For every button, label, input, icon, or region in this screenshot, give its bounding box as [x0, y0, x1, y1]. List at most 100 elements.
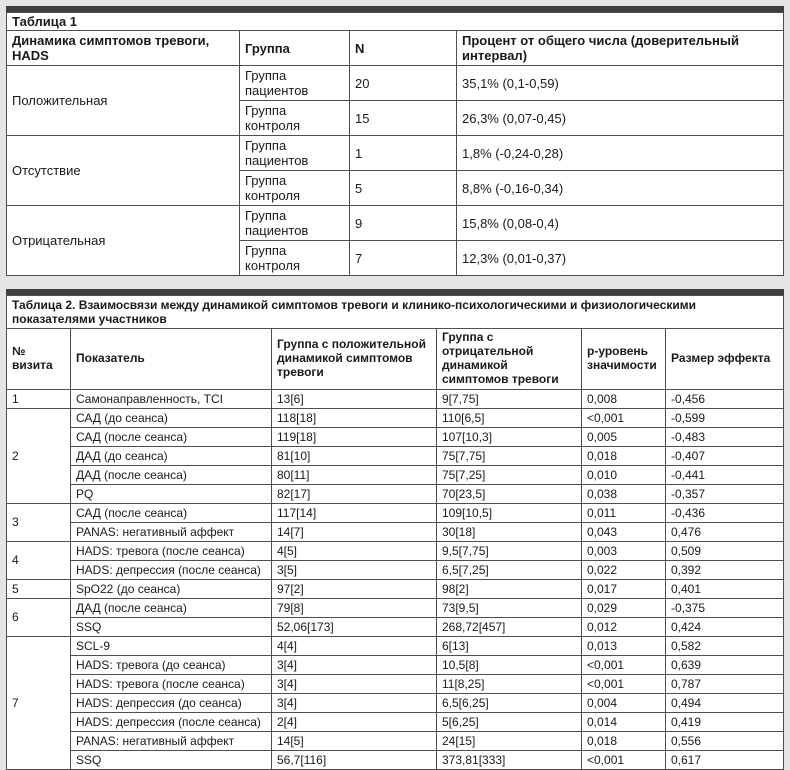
negative-group-value-cell: 9[7,75] — [436, 388, 582, 409]
table1-header-row: Динамика симптомов тревоги, HADS Группа N П… — [6, 30, 784, 66]
visit-number-cell: 3 — [6, 502, 71, 542]
negative-group-value-cell: 24[15] — [436, 730, 582, 751]
effect-size-cell: -0,436 — [665, 502, 784, 523]
positive-group-value-cell: 118[18] — [271, 407, 437, 428]
table2-row: ДАД (до сеанса) 81[10] 75[7,75] 0,018 -0,407 — [7, 445, 784, 466]
table2-header-row: № визита Показатель Группа с положительной… — [6, 328, 784, 390]
negative-group-value-cell: 75[7,75] — [436, 445, 582, 466]
dynamics-label-cell: Отрицательная — [6, 205, 240, 276]
positive-group-value-cell: 52,06[173] — [271, 616, 437, 637]
table2--header-4: p-уровень значимости — [581, 328, 666, 390]
table2-row: 7 SCL-9 4[4] 6[13] 0,013 0,582 — [6, 635, 784, 770]
positive-group-value-cell: 97[2] — [271, 578, 437, 599]
table2-section: Таблица 2. Взаимосвязи между динамикой с… — [6, 289, 784, 770]
table1-row: Отрицательная Группа пациентов 9 15,8% (0,0… — [6, 205, 784, 276]
p-value-cell: 0,013 — [581, 635, 666, 656]
negative-group-value-cell: 70[23,5] — [436, 483, 582, 504]
table2--header-3: Группа с отрицательной динамикой симптом… — [436, 328, 582, 390]
indicator-cell: HADS: депрессия (после сеанса) — [70, 559, 272, 580]
negative-group-value-cell: 110[6,5] — [436, 407, 582, 428]
table2-row: HADS: депрессия (до сеанса) 3[4] 6,5[6,25]… — [7, 692, 784, 713]
indicator-cell: HADS: тревога (до сеанса) — [70, 654, 272, 675]
table2-row: HADS: тревога (до сеанса) 3[4] 10,5[8] <0,0… — [7, 654, 784, 675]
p-value-cell: 0,008 — [581, 388, 666, 409]
anxiety-dynamics-table: Таблица 1 Динамика симптомов тревоги, HA… — [6, 12, 784, 276]
table2-row: 2 САД (до сеанса) 118[18] 110[6,5] <0,001 -0,… — [6, 407, 784, 504]
indicator-cell: HADS: депрессия (до сеанса) — [70, 692, 272, 713]
p-value-cell: 0,029 — [581, 597, 666, 618]
effect-size-cell: 0,509 — [665, 540, 784, 561]
group-cell: Группа пациентов — [239, 205, 350, 241]
visit-number-cell: 2 — [6, 407, 71, 504]
group-cell: Группа пациентов — [239, 65, 350, 101]
negative-group-value-cell: 73[9,5] — [436, 597, 582, 618]
indicator-cell: Самонаправленность, TCI — [70, 388, 272, 409]
visit-number-cell: 7 — [6, 635, 71, 770]
positive-group-value-cell: 3[4] — [271, 692, 437, 713]
negative-group-value-cell: 6,5[7,25] — [436, 559, 582, 580]
p-value-cell: <0,001 — [581, 673, 666, 694]
table2-row: HADS: депрессия (после сеанса) 3[5] 6,5[7,… — [7, 559, 784, 580]
p-value-cell: <0,001 — [581, 654, 666, 675]
visit-number-cell: 4 — [6, 540, 71, 580]
effect-size-cell: -0,599 — [665, 407, 784, 428]
negative-group-value-cell: 109[10,5] — [436, 502, 582, 523]
indicator-cell: САД (после сеанса) — [70, 502, 272, 523]
table2--header-5: Размер эффекта — [665, 328, 784, 390]
indicator-cell: САД (после сеанса) — [70, 426, 272, 447]
group-cell: Группа пациентов — [239, 135, 350, 171]
n-cell: 1 — [349, 135, 457, 171]
p-value-cell: <0,001 — [581, 749, 666, 770]
p-value-cell: 0,014 — [581, 711, 666, 732]
effect-size-cell: -0,483 — [665, 426, 784, 447]
effect-size-cell: -0,441 — [665, 464, 784, 485]
dynamics-label-cell: Отсутствие — [6, 135, 240, 206]
p-value-cell: 0,043 — [581, 521, 666, 542]
indicator-cell: PANAS: негативный аффект — [70, 730, 272, 751]
visit-number-cell: 5 — [6, 578, 71, 599]
p-value-cell: 0,018 — [581, 445, 666, 466]
effect-size-cell: 0,401 — [665, 578, 784, 599]
negative-group-value-cell: 10,5[8] — [436, 654, 582, 675]
correlations-table: Таблица 2. Взаимосвязи между динамикой с… — [6, 294, 784, 770]
indicator-cell: PANAS: негативный аффект — [70, 521, 272, 542]
percent-cell: 35,1% (0,1-0,59) — [456, 65, 784, 101]
table2--header-0: № визита — [6, 328, 71, 390]
positive-group-value-cell: 3[5] — [271, 559, 437, 580]
visit-number-cell: 6 — [6, 597, 71, 637]
table2-title-row: Таблица 2. Взаимосвязи между динамикой с… — [6, 294, 784, 330]
table2-row: HADS: тревога (после сеанса) 3[4] 11[8,25]… — [7, 673, 784, 694]
table1-title-row: Таблица 1 — [6, 12, 784, 31]
table1-title: Таблица 1 — [6, 12, 784, 31]
indicator-cell: SSQ — [70, 749, 272, 770]
p-value-cell: 0,018 — [581, 730, 666, 751]
negative-group-value-cell: 9,5[7,75] — [436, 540, 582, 561]
negative-group-value-cell: 268,72[457] — [436, 616, 582, 637]
positive-group-value-cell: 56,7[116] — [271, 749, 437, 770]
effect-size-cell: 0,476 — [665, 521, 784, 542]
effect-size-cell: 0,617 — [665, 749, 784, 770]
indicator-cell: HADS: тревога (после сеанса) — [70, 540, 272, 561]
indicator-cell: HADS: депрессия (после сеанса) — [70, 711, 272, 732]
effect-size-cell: 0,424 — [665, 616, 784, 637]
percent-cell: 8,8% (-0,16-0,34) — [456, 170, 784, 206]
table2-row: 1 Самонаправленность, TCI 13[6] 9[7,75] 0,00… — [6, 388, 784, 409]
negative-group-value-cell: 30[18] — [436, 521, 582, 542]
table1-row: Положительная Группа пациентов 20 35,1% (0,… — [6, 65, 784, 136]
positive-group-value-cell: 13[6] — [271, 388, 437, 409]
table1--header-2: N — [349, 30, 457, 66]
positive-group-value-cell: 3[4] — [271, 654, 437, 675]
p-value-cell: 0,038 — [581, 483, 666, 504]
n-cell: 9 — [349, 205, 457, 241]
negative-group-value-cell: 107[10,3] — [436, 426, 582, 447]
positive-group-value-cell: 119[18] — [271, 426, 437, 447]
table1--header-3: Процент от общего числа (доверительный и… — [456, 30, 784, 66]
percent-cell: 1,8% (-0,24-0,28) — [456, 135, 784, 171]
p-value-cell: 0,017 — [581, 578, 666, 599]
positive-group-value-cell: 14[5] — [271, 730, 437, 751]
positive-group-value-cell: 81[10] — [271, 445, 437, 466]
p-value-cell: 0,003 — [581, 540, 666, 561]
positive-group-value-cell: 80[11] — [271, 464, 437, 485]
effect-size-cell: 0,494 — [665, 692, 784, 713]
